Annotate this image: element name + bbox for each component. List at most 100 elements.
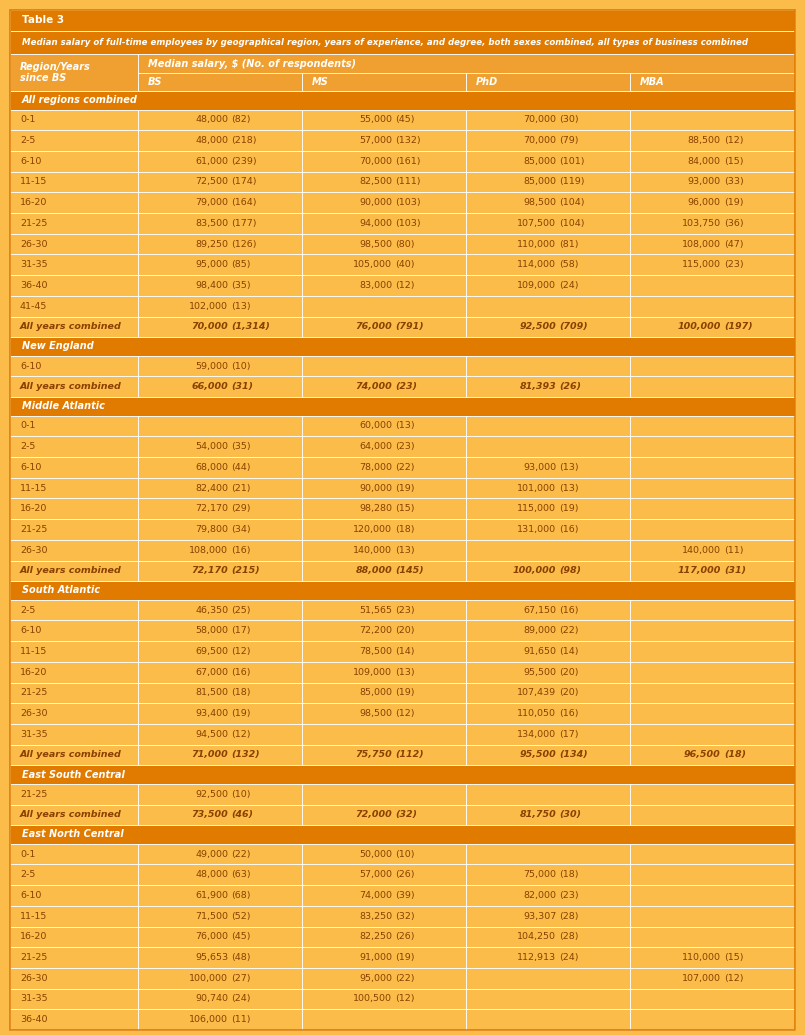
Bar <box>302 744 466 765</box>
Bar <box>138 356 302 377</box>
Text: 2-5: 2-5 <box>20 870 35 880</box>
Bar <box>630 478 795 499</box>
Bar <box>466 703 630 723</box>
Bar <box>630 234 795 255</box>
Text: 57,000: 57,000 <box>359 870 392 880</box>
Bar <box>138 499 302 520</box>
Bar <box>138 1009 302 1030</box>
Text: 67,000: 67,000 <box>195 668 228 677</box>
Bar <box>138 296 302 317</box>
Bar <box>138 234 302 255</box>
Text: 72,170: 72,170 <box>192 566 228 575</box>
Text: All years combined: All years combined <box>20 322 122 331</box>
Text: South Atlantic: South Atlantic <box>22 586 100 595</box>
Bar <box>466 213 630 234</box>
Bar <box>10 620 138 641</box>
Bar <box>10 703 138 723</box>
Bar <box>138 110 302 130</box>
Bar <box>302 416 466 437</box>
Bar <box>630 864 795 885</box>
Text: 140,000: 140,000 <box>353 545 392 555</box>
Text: (35): (35) <box>232 280 251 290</box>
Bar <box>466 317 630 337</box>
Bar <box>630 130 795 151</box>
Text: (85): (85) <box>232 260 251 269</box>
Text: 102,000: 102,000 <box>189 301 228 310</box>
Text: 95,000: 95,000 <box>195 260 228 269</box>
Text: 94,500: 94,500 <box>195 730 228 739</box>
Text: (58): (58) <box>559 260 579 269</box>
Text: 67,150: 67,150 <box>523 605 556 615</box>
Text: (14): (14) <box>395 647 415 656</box>
Bar <box>466 744 630 765</box>
Text: 2-5: 2-5 <box>20 605 35 615</box>
Text: 11-15: 11-15 <box>20 177 47 186</box>
Bar <box>138 682 302 703</box>
Text: (12): (12) <box>395 709 415 718</box>
Text: (10): (10) <box>395 850 415 859</box>
Bar <box>466 968 630 988</box>
Bar <box>10 723 138 744</box>
Text: (35): (35) <box>232 442 251 451</box>
Bar <box>10 599 138 620</box>
Text: (13): (13) <box>559 463 580 472</box>
Bar <box>138 641 302 661</box>
Bar <box>630 703 795 723</box>
Bar <box>302 599 466 620</box>
Bar <box>466 620 630 641</box>
Text: 83,500: 83,500 <box>195 218 228 228</box>
Text: (68): (68) <box>232 891 251 900</box>
Bar <box>138 73 302 91</box>
Text: (197): (197) <box>724 322 753 331</box>
Text: Median salary, $ (No. of respondents): Median salary, $ (No. of respondents) <box>148 59 356 68</box>
Text: (22): (22) <box>395 974 415 983</box>
Bar <box>138 317 302 337</box>
Text: 21-25: 21-25 <box>20 790 47 799</box>
Text: (16): (16) <box>232 668 251 677</box>
Bar <box>138 151 302 172</box>
Text: (98): (98) <box>559 566 581 575</box>
Bar <box>10 885 138 906</box>
Bar <box>10 317 138 337</box>
Text: 81,750: 81,750 <box>519 810 556 820</box>
Text: 21-25: 21-25 <box>20 218 47 228</box>
Text: (11): (11) <box>724 545 744 555</box>
Bar <box>10 172 138 193</box>
Bar <box>466 885 630 906</box>
Text: 21-25: 21-25 <box>20 525 47 534</box>
Text: 98,280: 98,280 <box>359 504 392 513</box>
Text: 93,000: 93,000 <box>523 463 556 472</box>
Text: 41-45: 41-45 <box>20 301 47 310</box>
Bar <box>466 783 630 804</box>
Bar <box>138 457 302 478</box>
Bar <box>302 478 466 499</box>
Text: 74,000: 74,000 <box>356 382 392 391</box>
Text: East South Central: East South Central <box>22 770 125 779</box>
Text: All years combined: All years combined <box>20 382 122 391</box>
Bar <box>302 73 466 91</box>
Bar <box>466 926 630 947</box>
Bar <box>10 275 138 296</box>
Bar <box>466 151 630 172</box>
Text: 71,000: 71,000 <box>192 750 228 760</box>
Text: (17): (17) <box>232 626 251 635</box>
Text: 60,000: 60,000 <box>359 421 392 431</box>
Bar <box>10 151 138 172</box>
Bar <box>302 988 466 1009</box>
Text: 57,000: 57,000 <box>359 136 392 145</box>
Text: (46): (46) <box>232 810 254 820</box>
Text: (44): (44) <box>232 463 251 472</box>
Text: 107,500: 107,500 <box>518 218 556 228</box>
Bar <box>466 130 630 151</box>
Text: 95,500: 95,500 <box>519 750 556 760</box>
Text: 75,000: 75,000 <box>523 870 556 880</box>
Text: (28): (28) <box>559 912 579 921</box>
Text: (45): (45) <box>232 933 251 942</box>
Bar <box>10 193 138 213</box>
Bar <box>302 703 466 723</box>
Text: 93,000: 93,000 <box>687 177 720 186</box>
Text: (164): (164) <box>232 198 257 207</box>
Bar <box>138 599 302 620</box>
Bar <box>138 926 302 947</box>
Text: Median salary of full-time employees by geographical region, years of experience: Median salary of full-time employees by … <box>22 37 748 47</box>
